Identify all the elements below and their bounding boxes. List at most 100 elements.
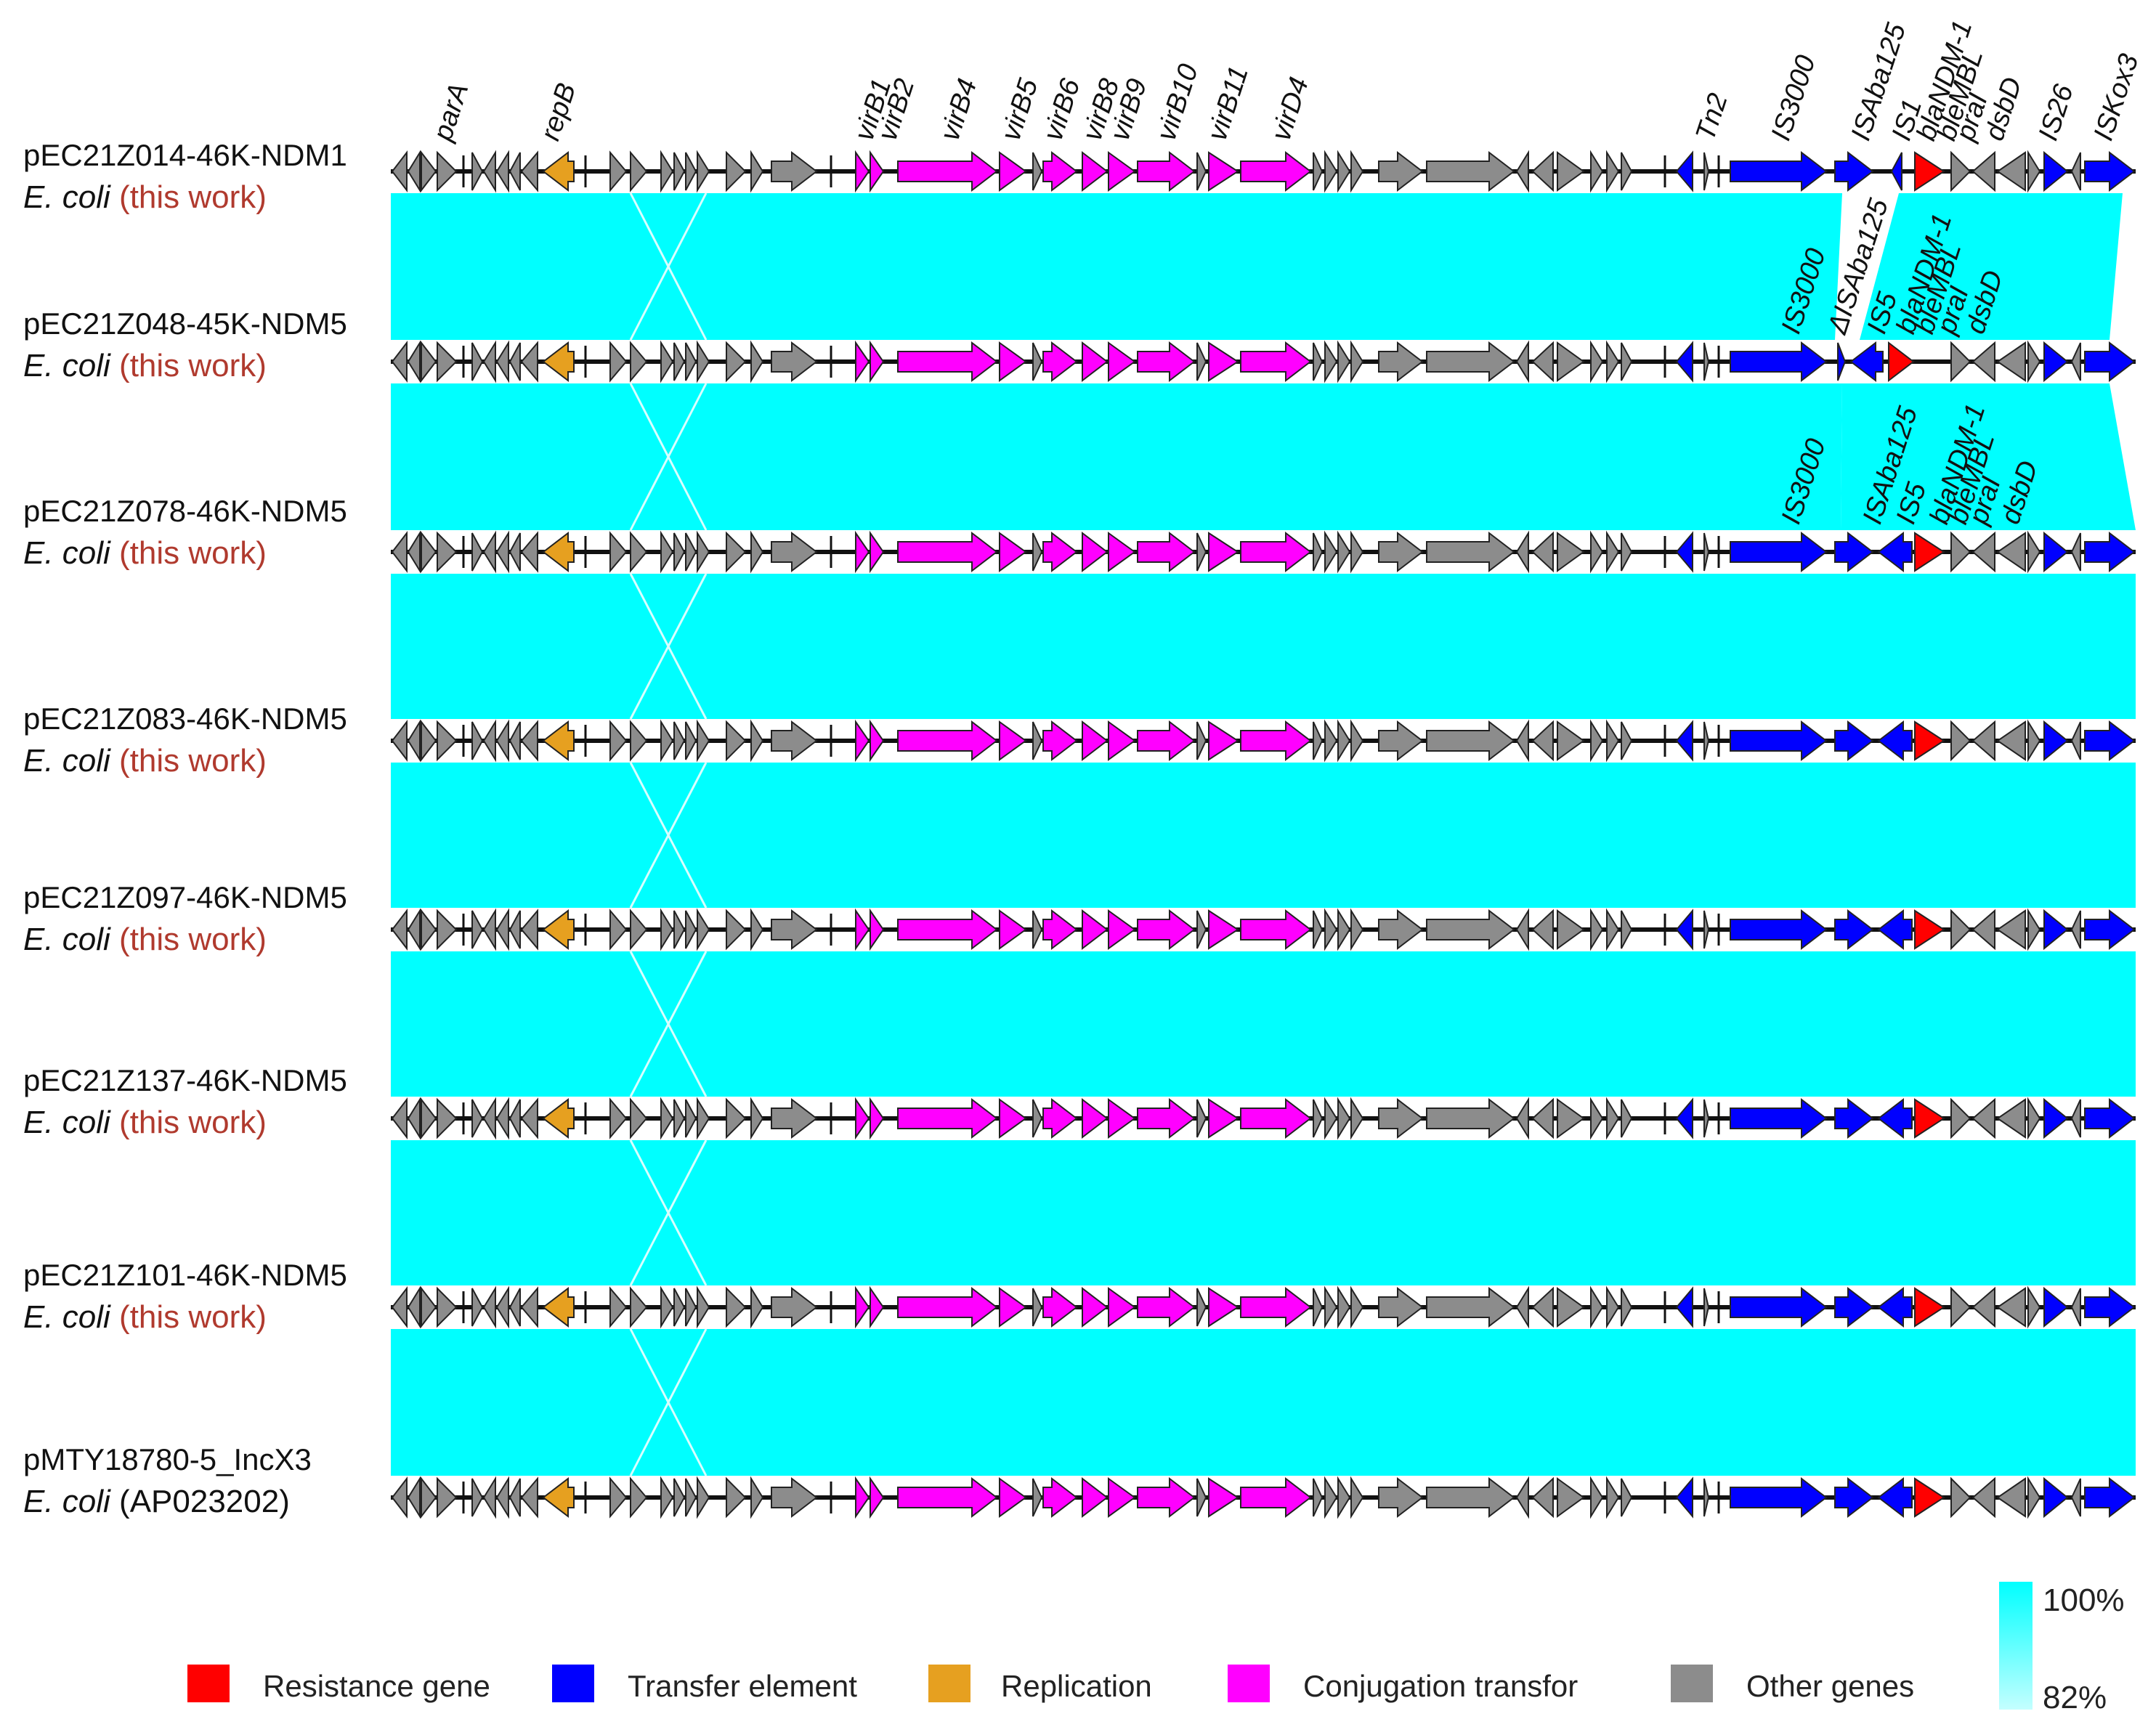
gene-arrow (482, 150, 496, 193)
host-species: E. coli (23, 743, 119, 779)
gene-arrow (508, 910, 521, 949)
gene-arrow (630, 1476, 648, 1519)
gene-arrow (697, 1097, 710, 1140)
gene-arrow (1675, 531, 1693, 573)
gene-arrow (1914, 1477, 1945, 1518)
gene-arrow (1996, 341, 2026, 382)
gene-arrow (1877, 531, 1913, 573)
gene-arrow (1730, 1097, 1828, 1139)
gene-arrow (660, 150, 674, 193)
host-species: E. coli (23, 535, 119, 571)
gene-arrow (1082, 150, 1109, 192)
host-species: E. coli (23, 179, 119, 215)
gene-arrow (1426, 531, 1515, 573)
gene-arrow (471, 1099, 484, 1138)
gene-arrow (1950, 1476, 1971, 1519)
gene-arrow (897, 1286, 998, 1328)
gene-arrow (482, 908, 496, 951)
plasmid-labels: pEC21Z014-46K-NDM1 E. coli (this work) pEC… (23, 138, 347, 1519)
inversion-link (629, 192, 708, 341)
gene-arrow (1877, 1097, 1913, 1139)
gene-arrow (407, 340, 421, 383)
gene-arrow (999, 341, 1027, 382)
gene-arrow (870, 1476, 885, 1519)
legend-swatch-replication (928, 1665, 970, 1702)
legend-label-resistance: Resistance gene (263, 1669, 490, 1703)
gene-arrow (482, 340, 496, 383)
gene-arrow (508, 1099, 521, 1138)
gene-arrow (673, 532, 686, 572)
plasmid-name: pEC21Z097-46K-NDM5 (23, 880, 347, 914)
gene-arrow (1137, 531, 1196, 573)
gene-arrow (1590, 1097, 1604, 1140)
gene-arrow (660, 530, 674, 574)
gene-arrow (1137, 1476, 1196, 1519)
gene-arrow (421, 341, 437, 383)
inversion-link (629, 1328, 708, 1476)
gene-arrow (609, 531, 628, 573)
plasmid-source: (this work) (119, 922, 267, 957)
gene-arrow (685, 1288, 697, 1327)
gene-arrow (1996, 151, 2026, 192)
gene-arrow (391, 1097, 408, 1139)
gene-arrow (2043, 1097, 2069, 1139)
gene-arrow (685, 532, 697, 572)
gene-arrow (2070, 342, 2081, 381)
gene-arrow (1950, 150, 1971, 192)
gene-arrow (1350, 1097, 1364, 1140)
gene-arrow (685, 1478, 697, 1517)
gene-arrow (726, 531, 747, 573)
gene-arrow (1996, 1287, 2026, 1328)
gene-arrow (870, 719, 885, 763)
gene-arrow (1042, 150, 1078, 192)
identity-band (391, 1329, 2136, 1476)
gene-arrow (999, 720, 1027, 761)
gene-arrow (609, 341, 628, 383)
gene-arrow (1834, 1476, 1874, 1519)
identity-band (391, 763, 2136, 908)
gene-arrow (685, 1099, 697, 1138)
gene-arrow (1240, 341, 1312, 383)
gene-arrow (673, 1288, 686, 1327)
gene-arrow (771, 909, 818, 951)
gene-arrow (2084, 1097, 2136, 1139)
gene-arrow (1082, 1097, 1109, 1139)
gene-arrow (542, 720, 575, 762)
gene-arrow (1313, 910, 1324, 949)
gene-arrow (2027, 150, 2041, 193)
gene-arrow (2070, 1288, 2081, 1327)
gene-arrow (1971, 1097, 1995, 1139)
gene-arrow (1606, 150, 1620, 193)
gene-arrow (2027, 719, 2041, 763)
gene-arrow (1914, 532, 1945, 572)
inversion-link (629, 383, 708, 531)
gene-arrow (1590, 150, 1604, 193)
gene-arrow (1426, 720, 1515, 762)
gene-arrow (1675, 720, 1693, 762)
gene-arrow (1313, 1099, 1324, 1138)
gene-arrow (1703, 1288, 1710, 1327)
gene-arrow (660, 719, 674, 763)
gene-arrow (1042, 1286, 1078, 1328)
identity-band (1841, 383, 2136, 530)
gene-arrow (1324, 908, 1338, 951)
gene-arrow (1137, 1097, 1196, 1139)
gene-arrow (750, 530, 764, 574)
gene-arrow (1350, 1285, 1364, 1329)
gene-arrow (897, 150, 998, 192)
gene-arrow (2084, 531, 2136, 573)
gene-arrow (1196, 1478, 1207, 1517)
gene-arrow (1515, 150, 1529, 193)
plasmid-track (391, 908, 2136, 951)
gene-arrow (2043, 720, 2069, 762)
gene-arrow (697, 150, 710, 193)
gene-arrow (771, 1097, 818, 1139)
gene-arrow (1675, 909, 1693, 951)
gene-arrow (542, 150, 575, 192)
gene-arrow (2043, 1476, 2069, 1519)
legend-label-transfer: Transfer element (628, 1669, 857, 1703)
gene-arrow (771, 1286, 818, 1328)
gene-arrow (1108, 151, 1136, 192)
gene-arrow (1621, 532, 1633, 572)
plasmid-source: (this work) (119, 179, 267, 215)
